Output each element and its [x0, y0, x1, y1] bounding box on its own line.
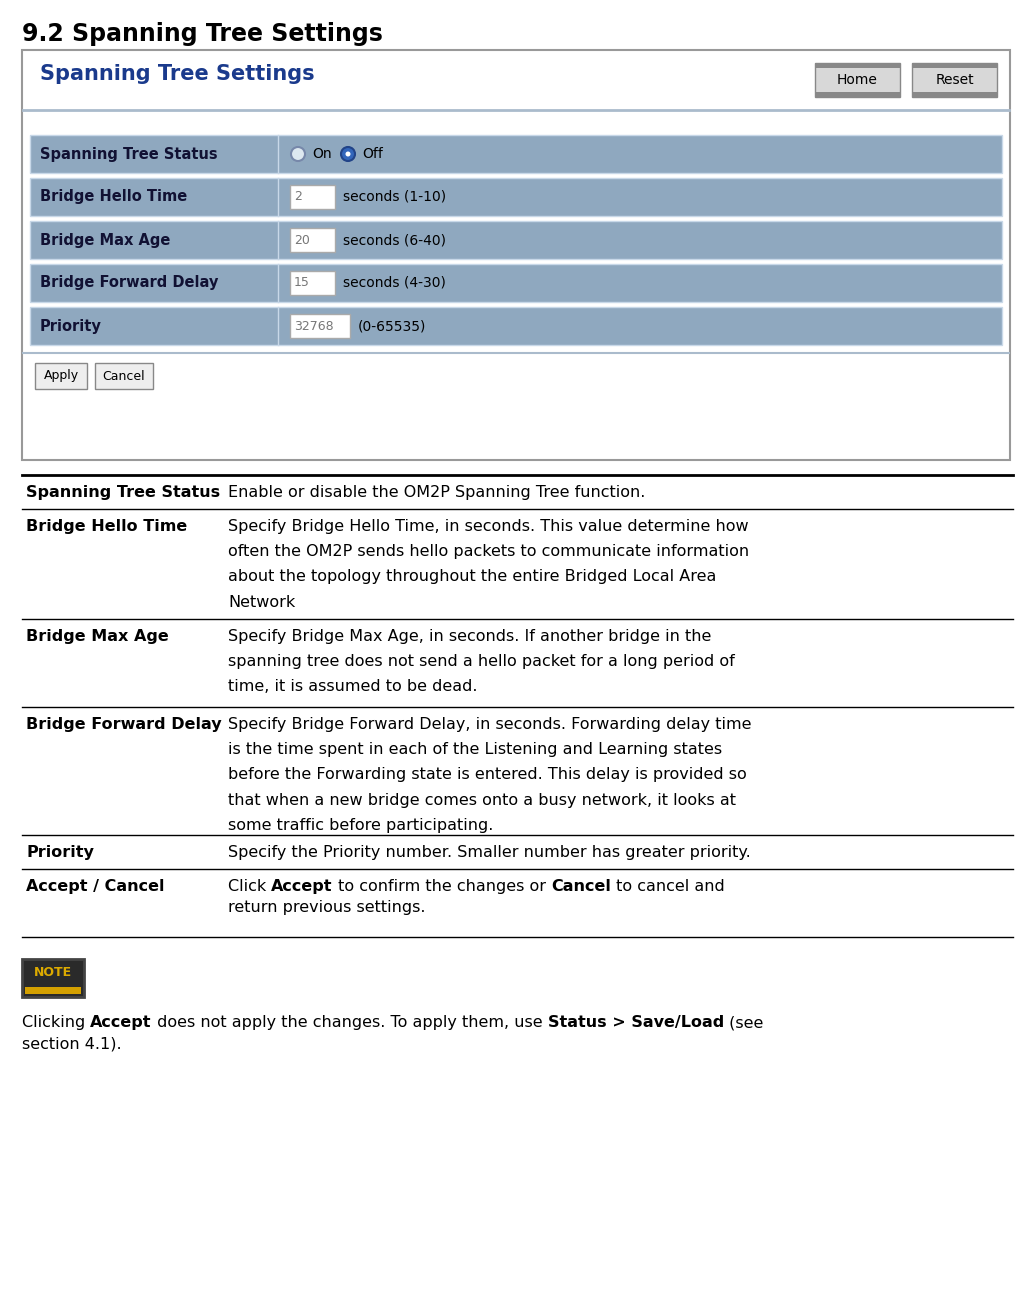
Text: Bridge Max Age: Bridge Max Age: [26, 629, 169, 644]
Text: (see: (see: [723, 1016, 763, 1030]
Text: Reset: Reset: [936, 73, 974, 88]
Bar: [35, 363, 87, 389]
Bar: [815, 63, 900, 97]
Text: Specify the Priority number. Smaller number has greater priority.: Specify the Priority number. Smaller num…: [228, 846, 750, 860]
Text: Bridge Max Age: Bridge Max Age: [40, 233, 171, 247]
Bar: [25, 987, 81, 995]
Text: Accept: Accept: [271, 880, 333, 894]
Text: Specify Bridge Forward Delay, in seconds. Forwarding delay time
is the time spen: Specify Bridge Forward Delay, in seconds…: [228, 718, 751, 833]
Text: Priority: Priority: [26, 846, 94, 860]
Text: Accept: Accept: [90, 1016, 152, 1030]
Text: return previous settings.: return previous settings.: [228, 901, 425, 915]
Text: seconds (1-10): seconds (1-10): [343, 190, 446, 204]
Text: Spanning Tree Settings: Spanning Tree Settings: [40, 64, 315, 84]
Text: Accept / Cancel: Accept / Cancel: [26, 880, 165, 894]
Bar: [290, 314, 350, 339]
Text: (0-65535): (0-65535): [358, 319, 426, 333]
Text: NOTE: NOTE: [34, 966, 72, 979]
Bar: [290, 271, 335, 295]
Text: Home: Home: [837, 73, 878, 88]
Bar: [290, 227, 335, 252]
Text: seconds (4-30): seconds (4-30): [343, 276, 446, 290]
Circle shape: [341, 146, 355, 161]
Text: Enable or disable the OM2P Spanning Tree function.: Enable or disable the OM2P Spanning Tree…: [228, 485, 646, 501]
Text: Apply: Apply: [43, 370, 79, 383]
Bar: [22, 959, 84, 997]
Bar: [30, 307, 1002, 345]
Bar: [30, 178, 1002, 216]
Text: to confirm the changes or: to confirm the changes or: [333, 880, 551, 894]
Bar: [22, 50, 1010, 460]
Bar: [95, 363, 153, 389]
Bar: [290, 186, 335, 209]
Text: Priority: Priority: [40, 319, 101, 333]
Text: 20: 20: [294, 234, 309, 247]
Bar: [30, 264, 1002, 302]
Text: On: On: [312, 146, 331, 161]
Text: 9.2 Spanning Tree Settings: 9.2 Spanning Tree Settings: [22, 22, 383, 46]
Text: Status > Save/Load: Status > Save/Load: [548, 1016, 723, 1030]
Text: does not apply the changes. To apply them, use: does not apply the changes. To apply the…: [152, 1016, 548, 1030]
Text: Specify Bridge Max Age, in seconds. If another bridge in the
spanning tree does : Specify Bridge Max Age, in seconds. If a…: [228, 629, 735, 694]
Text: Off: Off: [362, 146, 383, 161]
Text: 2: 2: [294, 191, 302, 204]
Text: Specify Bridge Hello Time, in seconds. This value determine how
often the OM2P s: Specify Bridge Hello Time, in seconds. T…: [228, 519, 749, 609]
Text: section 4.1).: section 4.1).: [22, 1036, 122, 1051]
Text: Bridge Hello Time: Bridge Hello Time: [40, 190, 187, 204]
Bar: [815, 91, 900, 97]
Bar: [912, 63, 997, 68]
Text: 15: 15: [294, 277, 309, 289]
Text: to cancel and: to cancel and: [611, 880, 724, 894]
Bar: [815, 63, 900, 68]
Text: seconds (6-40): seconds (6-40): [343, 233, 446, 247]
Text: Cancel: Cancel: [551, 880, 611, 894]
Bar: [912, 91, 997, 97]
Bar: [912, 63, 997, 97]
Text: Bridge Hello Time: Bridge Hello Time: [26, 519, 187, 535]
Text: Click: Click: [228, 880, 271, 894]
Bar: [30, 221, 1002, 259]
Circle shape: [346, 152, 351, 157]
Text: 32768: 32768: [294, 319, 333, 332]
Text: Clicking: Clicking: [22, 1016, 90, 1030]
Text: Bridge Forward Delay: Bridge Forward Delay: [40, 276, 218, 290]
Text: Spanning Tree Status: Spanning Tree Status: [26, 485, 220, 501]
Circle shape: [291, 146, 305, 161]
Text: Spanning Tree Status: Spanning Tree Status: [40, 146, 217, 162]
Text: Bridge Forward Delay: Bridge Forward Delay: [26, 718, 221, 732]
Text: Cancel: Cancel: [102, 370, 145, 383]
Bar: [30, 135, 1002, 173]
